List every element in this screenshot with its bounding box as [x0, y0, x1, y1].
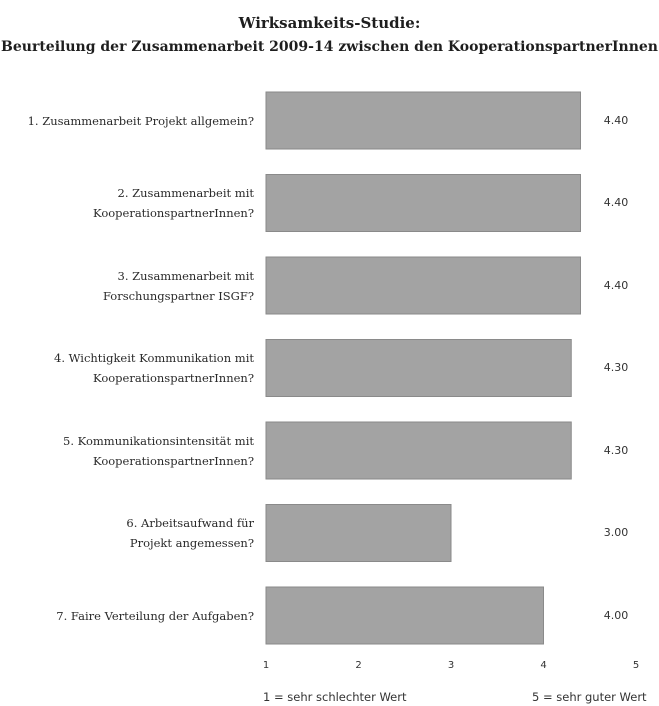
category-label-line: 6. Arbeitsaufwand für	[126, 516, 254, 530]
category-label-2: 2. Zusammenarbeit mit Kooperationspartner…	[8, 183, 254, 223]
chart-title: Wirksamkeits-Studie:	[238, 14, 421, 32]
bar-4	[265, 339, 572, 397]
category-label-5: 5. Kommunikationsintensität mit Kooperati…	[8, 431, 254, 471]
x-tick-label: 3	[447, 660, 455, 671]
category-label-line: 4. Wichtigkeit Kommunikation mit	[54, 351, 254, 365]
bar-1	[265, 91, 581, 150]
x-tick-label: 2	[355, 660, 362, 671]
category-label-1: 1. Zusammenarbeit Projekt allgemein?	[8, 111, 254, 131]
scale-min-label: 1 = sehr schlechter Wert	[263, 690, 407, 704]
bar-5	[265, 421, 572, 480]
value-label-3: 4.40	[603, 278, 629, 292]
x-tick-label: 4	[540, 660, 547, 671]
category-label-line: Forschungspartner ISGF?	[102, 288, 254, 303]
category-label-line: Projekt angemessen?	[129, 536, 254, 550]
category-label-6: 6. Arbeitsaufwand für Projekt angemessen?	[8, 513, 254, 553]
category-label-line: KooperationspartnerInnen?	[93, 371, 254, 385]
chart-subtitle: Beurteilung der Zusammenarbeit 2009-14 z…	[1, 39, 658, 55]
value-label-4: 4.30	[603, 361, 629, 374]
category-label-line: KooperationspartnerInnen?	[93, 453, 254, 468]
value-label-5: 4.30	[603, 443, 629, 457]
category-label-4: 4. Wichtigkeit Kommunikation mit Kooperat…	[8, 348, 254, 388]
category-label-line: 1. Zusammenarbeit Projekt allgemein?	[27, 113, 254, 128]
bar-7	[265, 586, 544, 645]
category-label-line: 3. Zusammenarbeit mit	[117, 268, 254, 283]
category-label-3: 3. Zusammenarbeit mit Forschungspartner I…	[8, 266, 254, 306]
value-label-1: 4.40	[603, 113, 629, 127]
category-label-line: KooperationspartnerInnen?	[93, 206, 254, 220]
x-tick-label: 5	[632, 660, 640, 671]
value-label-7: 4.00	[603, 608, 629, 622]
category-label-7: 7. Faire Verteilung der Aufgaben?	[8, 606, 254, 626]
bar-3	[265, 256, 581, 315]
x-tick-label: 1	[262, 660, 270, 671]
category-label-line: 2. Zusammenarbeit mit	[117, 186, 254, 200]
category-label-line: 7. Faire Verteilung der Aufgaben?	[56, 608, 254, 623]
category-label-line: 5. Kommunikationsintensität mit	[63, 433, 254, 448]
scale-max-label: 5 = sehr guter Wert	[532, 690, 647, 704]
value-label-2: 4.40	[603, 196, 629, 209]
value-label-6: 3.00	[603, 526, 629, 539]
bar-6	[265, 504, 452, 562]
bar-2	[265, 174, 581, 232]
